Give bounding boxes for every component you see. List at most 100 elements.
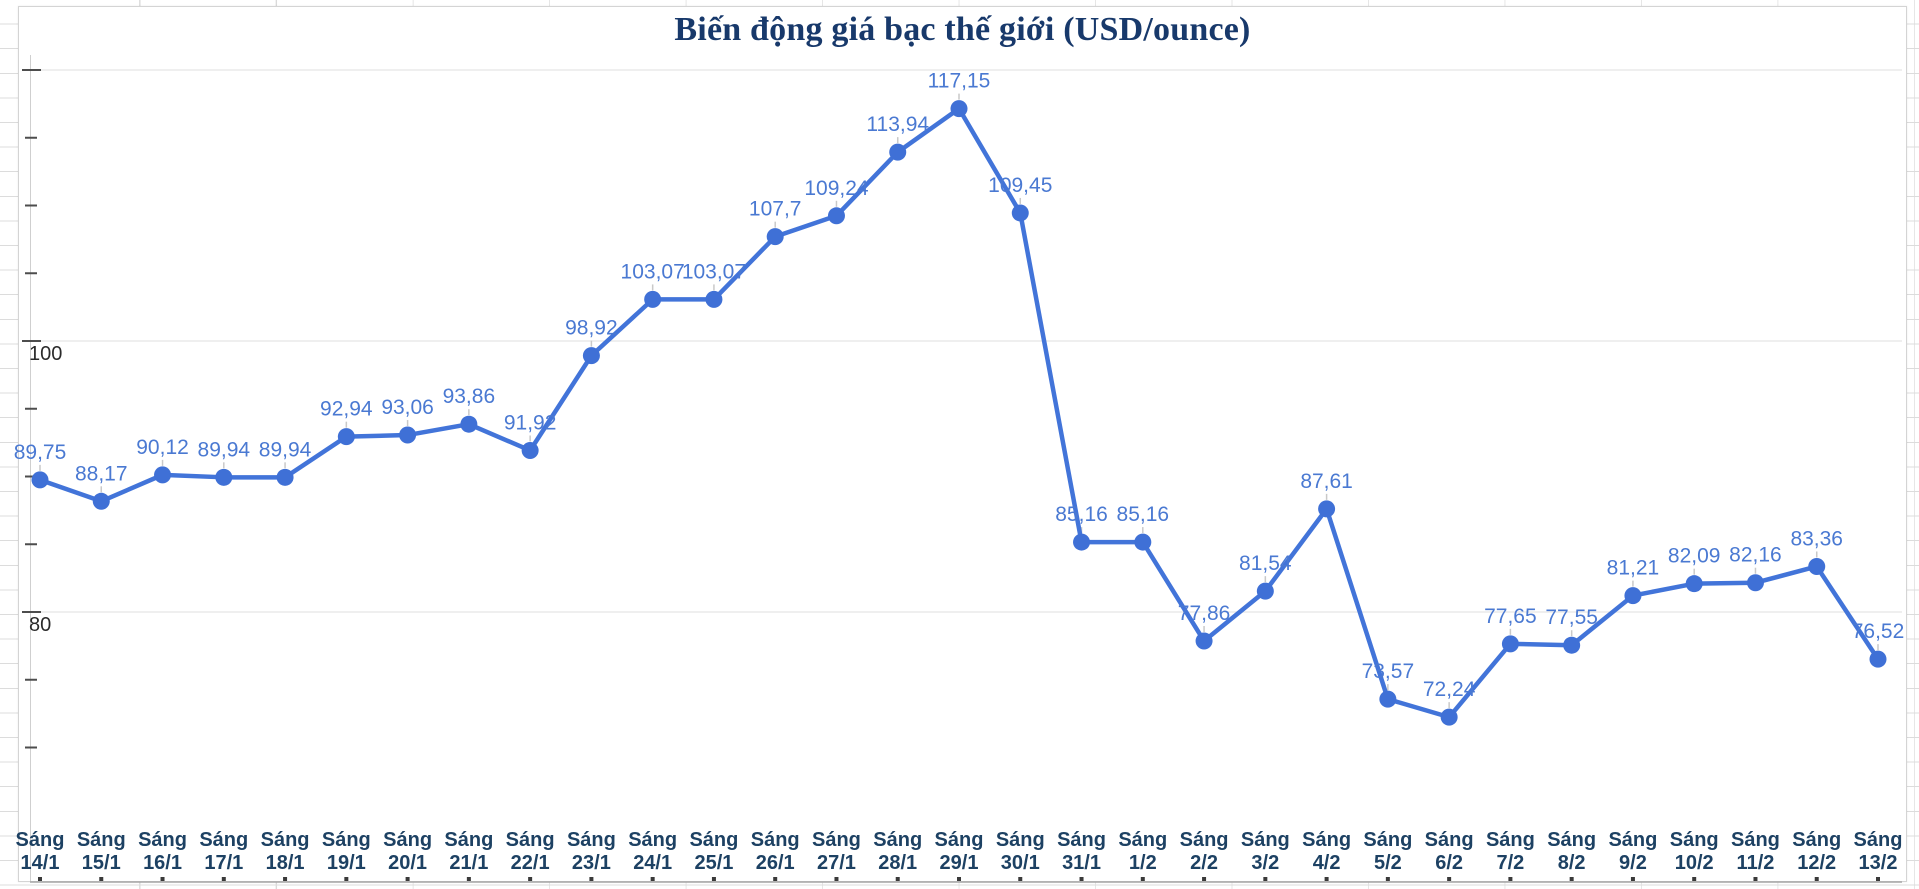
x-axis-label: Sáng 27/1	[812, 829, 861, 874]
x-axis-label: Sáng 26/1	[751, 829, 800, 874]
x-axis-label: Sáng 4/2	[1302, 829, 1351, 874]
x-axis-label: Sáng 21/1	[444, 829, 493, 874]
x-axis-tick	[466, 877, 471, 881]
data-point-marker[interactable]	[1134, 533, 1152, 551]
data-point-label: 87,61	[1300, 470, 1353, 493]
x-axis-label: Sáng 22/1	[506, 829, 555, 874]
x-axis-tick	[1079, 877, 1084, 881]
data-point-marker[interactable]	[950, 100, 968, 118]
x-axis-tick	[895, 877, 900, 881]
data-point-marker[interactable]	[460, 415, 478, 433]
data-point-label: 81,21	[1607, 557, 1660, 580]
data-point-marker[interactable]	[827, 207, 845, 225]
x-axis-label: Sáng 2/2	[1180, 829, 1229, 874]
x-axis-label: Sáng 10/2	[1670, 829, 1719, 874]
x-axis-tick	[1814, 877, 1819, 881]
x-axis-label: Sáng 31/1	[1057, 829, 1106, 874]
data-point-marker[interactable]	[1256, 582, 1274, 600]
x-axis-label: Sáng 7/2	[1486, 829, 1535, 874]
x-axis-tick	[1447, 877, 1452, 881]
data-point-marker[interactable]	[582, 347, 600, 365]
series-line	[37, 106, 1881, 720]
data-point-label: 109,24	[804, 177, 869, 200]
data-point-marker[interactable]	[521, 441, 539, 459]
data-point-label: 91,92	[504, 411, 557, 434]
x-axis-tick	[650, 877, 655, 881]
x-axis-tick	[405, 877, 410, 881]
x-axis-tick	[221, 877, 226, 881]
data-point-marker[interactable]	[31, 471, 49, 489]
data-point-marker[interactable]	[1869, 650, 1887, 668]
x-axis-label: Sáng 13/2	[1854, 829, 1903, 874]
x-axis-label: Sáng 30/1	[996, 829, 1045, 874]
x-axis-tick	[99, 877, 104, 881]
data-point-label: 76,52	[1852, 620, 1905, 643]
data-point-label: 73,57	[1362, 660, 1415, 683]
data-point-label: 93,86	[443, 385, 496, 408]
data-point-marker[interactable]	[1501, 635, 1519, 653]
x-axis-label: Sáng 17/1	[199, 829, 248, 874]
data-point-marker[interactable]	[1195, 632, 1213, 650]
data-point-marker[interactable]	[1685, 575, 1703, 593]
data-point-marker[interactable]	[766, 228, 784, 246]
data-point-marker[interactable]	[644, 290, 662, 308]
data-point-marker[interactable]	[337, 428, 355, 446]
data-point-marker[interactable]	[1318, 500, 1336, 518]
x-axis-label: Sáng 29/1	[935, 829, 984, 874]
data-point-label: 98,92	[565, 317, 618, 340]
data-point-marker[interactable]	[1808, 557, 1826, 575]
data-point-marker[interactable]	[1746, 574, 1764, 592]
data-point-marker[interactable]	[1624, 587, 1642, 605]
x-axis-tick	[160, 877, 165, 881]
x-axis-tick	[1385, 877, 1390, 881]
data-point-label: 72,24	[1423, 678, 1476, 701]
x-axis-tick	[1692, 877, 1697, 881]
x-axis-tick	[1263, 877, 1268, 881]
x-axis-tick	[344, 877, 349, 881]
data-point-marker[interactable]	[1073, 533, 1091, 551]
data-point-label: 77,65	[1484, 605, 1537, 628]
data-point-label: 103,07	[621, 260, 685, 283]
y-axis-label: 80	[29, 614, 51, 636]
x-axis-tick	[589, 877, 594, 881]
data-point-marker[interactable]	[92, 492, 110, 510]
x-axis-tick	[1569, 877, 1574, 881]
data-point-marker[interactable]	[1440, 708, 1458, 726]
data-point-marker[interactable]	[1011, 204, 1029, 222]
data-point-marker[interactable]	[399, 426, 417, 444]
x-axis-label: Sáng 1/2	[1118, 829, 1167, 874]
data-point-label: 88,17	[75, 462, 128, 485]
data-point-label: 85,16	[1055, 503, 1108, 526]
data-point-marker[interactable]	[889, 143, 907, 161]
x-axis-label: Sáng 5/2	[1363, 829, 1412, 874]
x-axis-tick	[1324, 877, 1329, 881]
data-point-marker[interactable]	[705, 290, 723, 308]
data-point-marker[interactable]	[1563, 636, 1581, 654]
data-point-label: 89,94	[198, 438, 251, 461]
data-point-label: 81,54	[1239, 552, 1292, 575]
x-axis-label: Sáng 15/1	[77, 829, 126, 874]
data-point-label: 83,36	[1790, 527, 1843, 550]
data-point-label: 92,94	[320, 398, 373, 421]
data-point-label: 77,86	[1178, 602, 1231, 625]
x-axis-label: Sáng 19/1	[322, 829, 371, 874]
chart-title: Biến động giá bạc thế giới (USD/ounce)	[674, 11, 1251, 48]
x-axis-label: Sáng 16/1	[138, 829, 187, 874]
x-axis-tick	[283, 877, 288, 881]
data-point-marker[interactable]	[1379, 690, 1397, 708]
x-axis-tick	[528, 877, 533, 881]
x-axis-label: Sáng 25/1	[689, 829, 738, 874]
data-point-label: 109,45	[988, 174, 1052, 197]
x-axis-tick	[1018, 877, 1023, 881]
data-point-label: 93,06	[381, 396, 434, 419]
data-point-marker[interactable]	[154, 466, 172, 484]
data-point-marker[interactable]	[215, 468, 233, 486]
x-axis-tick	[957, 877, 961, 881]
data-point-label: 107,7	[749, 198, 802, 221]
x-axis-tick	[1508, 877, 1513, 881]
x-axis-tick	[1630, 877, 1635, 881]
x-axis-label: Sáng 3/2	[1241, 829, 1290, 874]
x-axis-tick	[711, 877, 716, 881]
data-point-marker[interactable]	[276, 468, 294, 486]
